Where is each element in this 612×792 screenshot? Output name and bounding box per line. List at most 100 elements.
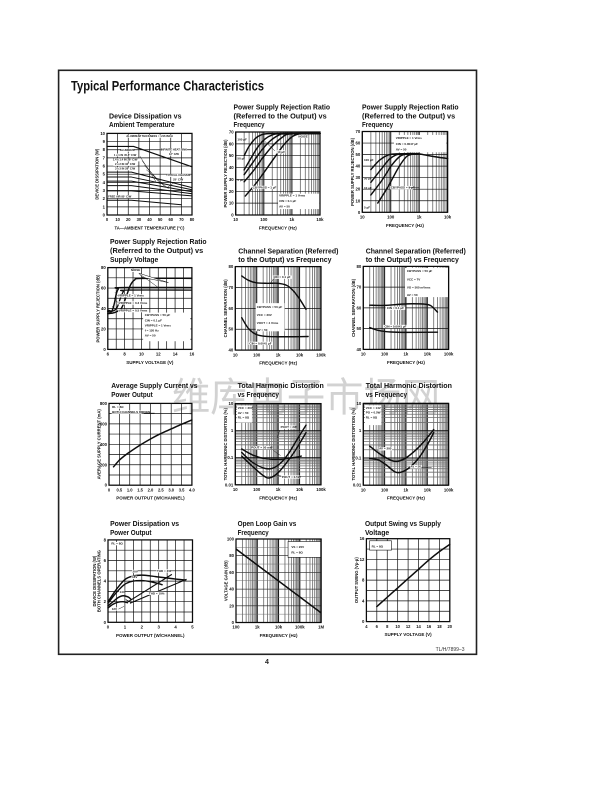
- svg-text:4: 4: [362, 598, 365, 603]
- svg-text:50: 50: [356, 152, 361, 157]
- svg-text:10 µF: 10 µF: [277, 150, 285, 154]
- svg-text:VCC = 14V: VCC = 14V: [366, 406, 381, 410]
- svg-text:40: 40: [229, 587, 234, 592]
- svg-text:Output Swing vs Supply: Output Swing vs Supply: [365, 519, 442, 528]
- svg-text:12° C/W: 12° C/W: [169, 152, 179, 156]
- svg-text:2: 2: [141, 625, 144, 630]
- svg-text:40: 40: [147, 217, 152, 222]
- svg-text:6: 6: [104, 558, 107, 563]
- svg-text:VO = 500 mVrms: VO = 500 mVrms: [407, 286, 431, 290]
- svg-text:100: 100: [381, 487, 389, 492]
- svg-text:NOISE: NOISE: [131, 268, 140, 272]
- svg-text:3 x 3 IN 28° C/W: 3 x 3 IN 28° C/W: [115, 167, 136, 171]
- svg-text:100: 100: [260, 217, 268, 222]
- svg-text:100k: 100k: [316, 352, 326, 357]
- svg-text:DEVICE DISSIPATION (W): DEVICE DISSIPATION (W): [95, 148, 100, 199]
- svg-text:0: 0: [358, 210, 361, 215]
- svg-text:1: 1: [231, 428, 234, 433]
- svg-text:10: 10: [361, 487, 366, 492]
- svg-text:18: 18: [437, 624, 442, 629]
- svg-text:1k: 1k: [404, 487, 409, 492]
- svg-text:0.01: 0.01: [225, 482, 234, 487]
- svg-text:CIN = 0.1 µF: CIN = 0.1 µF: [273, 275, 290, 279]
- svg-text:VRIPPLE = 1 Vrms: VRIPPLE = 1 Vrms: [396, 136, 422, 140]
- svg-text:70: 70: [357, 285, 362, 290]
- svg-text:Frequency: Frequency: [238, 528, 270, 537]
- svg-text:(Referred to the Output) vs: (Referred to the Output) vs: [234, 111, 327, 120]
- svg-text:2.5: 2.5: [158, 487, 164, 492]
- svg-text:50: 50: [158, 217, 163, 222]
- svg-text:1: 1: [359, 428, 362, 433]
- svg-text:3: 3: [158, 625, 161, 630]
- svg-text:4: 4: [174, 625, 177, 630]
- svg-text:FREQUENCY (Hz): FREQUENCY (Hz): [387, 496, 425, 501]
- svg-text:AV = 50: AV = 50: [238, 411, 249, 415]
- svg-text:2: 2: [104, 599, 107, 604]
- svg-text:RL = 8Ω: RL = 8Ω: [111, 542, 123, 546]
- svg-text:100k: 100k: [444, 352, 454, 357]
- svg-text:1k: 1k: [404, 352, 409, 357]
- svg-text:Power Dissipation vs: Power Dissipation vs: [110, 519, 179, 528]
- svg-text:60: 60: [101, 286, 106, 291]
- svg-text:600: 600: [100, 421, 108, 426]
- svg-text:100: 100: [253, 487, 261, 492]
- svg-text:4: 4: [365, 624, 368, 629]
- svg-text:VRIPPLE = 1 Vrms: VRIPPLE = 1 Vrms: [118, 294, 144, 298]
- svg-text:0: 0: [108, 487, 111, 492]
- svg-text:30: 30: [356, 175, 361, 180]
- svg-text:10: 10: [360, 215, 365, 220]
- svg-text:10: 10: [356, 198, 361, 203]
- svg-text:FREQUENCY (Hz): FREQUENCY (Hz): [387, 360, 425, 365]
- svg-text:1.5: 1.5: [137, 487, 143, 492]
- svg-text:Channel Separation (Referred): Channel Separation (Referred): [366, 246, 467, 255]
- svg-text:18V: 18V: [132, 575, 137, 579]
- svg-text:80: 80: [101, 265, 106, 270]
- svg-text:INFINITE HEAT SINK: INFINITE HEAT SINK: [161, 148, 187, 152]
- svg-text:CHANNEL SEPARATION (dB): CHANNEL SEPARATION (dB): [223, 279, 228, 338]
- svg-text:TL/H/7899–3: TL/H/7899–3: [436, 647, 465, 653]
- svg-text:80: 80: [357, 264, 362, 269]
- svg-text:6: 6: [107, 352, 110, 357]
- svg-text:2.0: 2.0: [148, 487, 154, 492]
- svg-text:AV = 50: AV = 50: [279, 204, 290, 208]
- svg-text:vs Frequency: vs Frequency: [366, 390, 408, 399]
- svg-text:40: 40: [229, 165, 234, 170]
- svg-text:BOTH CHANNELS DRIVEN: BOTH CHANNELS DRIVEN: [112, 410, 150, 414]
- svg-text:2 x 2 IN 32° C/W: 2 x 2 IN 32° C/W: [115, 162, 136, 166]
- svg-text:RL = 8Ω: RL = 8Ω: [112, 405, 124, 409]
- svg-text:0: 0: [232, 620, 235, 625]
- svg-text:AVERAGE SUPPLY CURRENT (mA): AVERAGE SUPPLY CURRENT (mA): [97, 409, 102, 480]
- svg-text:CIN = 0.0041 µF: CIN = 0.0041 µF: [384, 324, 406, 328]
- svg-text:10: 10: [229, 401, 234, 406]
- svg-text:70: 70: [229, 130, 234, 135]
- svg-text:60: 60: [168, 217, 173, 222]
- svg-text:40: 40: [356, 164, 361, 169]
- svg-text:CBYPASS = 50 µF: CBYPASS = 50 µF: [257, 305, 283, 309]
- svg-text:1.0: 1.0: [127, 487, 133, 492]
- svg-text:20: 20: [126, 217, 131, 222]
- svg-text:CIN = 0.0047 µF: CIN = 0.0047 µF: [396, 142, 418, 146]
- svg-text:RL = 8Ω: RL = 8Ω: [291, 551, 303, 555]
- svg-text:CIN = 0.1 µF: CIN = 0.1 µF: [145, 318, 162, 322]
- svg-text:DEVICE DISSIPATION (W): DEVICE DISSIPATION (W): [92, 555, 97, 606]
- svg-text:vs Frequency: vs Frequency: [238, 390, 280, 399]
- svg-text:100: 100: [232, 625, 240, 630]
- svg-text:3.0: 3.0: [168, 487, 174, 492]
- svg-text:AV = 200: AV = 200: [379, 447, 392, 451]
- svg-text:70: 70: [356, 129, 361, 134]
- svg-text:THD = 3%: THD = 3%: [157, 569, 171, 573]
- svg-text:80: 80: [229, 553, 234, 558]
- svg-text:to the Output) vs Frequency: to the Output) vs Frequency: [238, 255, 332, 264]
- svg-text:TYPICAL CHASSIS: TYPICAL CHASSIS: [166, 173, 190, 177]
- svg-text:OUTPUT SWING (Vp-p): OUTPUT SWING (Vp-p): [354, 557, 359, 603]
- svg-text:VCC = 7V: VCC = 7V: [407, 277, 420, 281]
- svg-text:100: 100: [253, 352, 261, 357]
- svg-text:60: 60: [229, 141, 234, 146]
- svg-text:10: 10: [361, 352, 366, 357]
- svg-text:RL = 8Ω: RL = 8Ω: [366, 415, 378, 419]
- svg-text:CIN = 0.0041 µF: CIN = 0.0041 µF: [249, 341, 271, 345]
- svg-text:VOUT = 4 Vrms: VOUT = 4 Vrms: [257, 321, 279, 325]
- svg-text:10k: 10k: [296, 487, 304, 492]
- svg-text:6: 6: [103, 164, 106, 169]
- svg-text:ALUMINUM THICKNESS = 1/16 INCH: ALUMINUM THICKNESS = 1/16 INCH: [126, 134, 173, 138]
